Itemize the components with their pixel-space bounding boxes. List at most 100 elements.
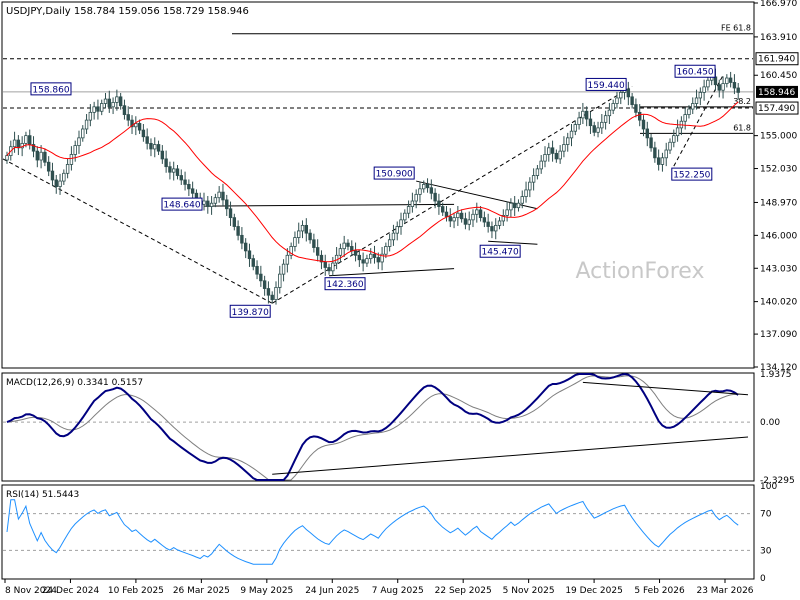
candle-body [528,181,532,191]
candle-body [62,172,66,182]
candle-body [92,106,96,113]
y-tick-label: 140.020 [760,298,797,308]
candle-body [376,257,380,263]
candle-body [475,209,479,215]
candle-body [213,197,218,204]
candle-body [187,183,191,190]
candle-body [107,98,111,108]
candle-body [31,144,36,152]
level-line-label: 61.8 [733,123,751,132]
candle-body [596,127,600,133]
candle-body [5,155,9,161]
candle-body [331,262,335,272]
macd-y-tick-label: 0.00 [760,418,780,428]
candle-body [725,77,729,84]
candle-body [206,200,210,207]
candle-body [494,224,498,232]
candle-body [380,253,384,263]
candle-body [558,150,562,160]
candle-body [452,217,456,222]
candle-body [149,142,153,150]
x-tick-label: 22 Sep 2025 [435,586,492,596]
price-panel-frame [1,1,755,369]
candle-body [225,199,229,210]
last-price-marker [756,85,798,98]
price-axis: 166.970 163.910 161.940 160.450 158.946 157.4… [3,0,799,373]
candle-body [668,141,672,151]
candle-body [584,110,589,120]
candle-body [130,119,134,128]
candle-body [270,294,274,301]
candle-body [175,168,180,176]
rsi-y-tick-label: 0 [760,574,766,584]
swing-label: 152.250 [673,171,710,181]
candle-body [251,258,255,267]
candle-body [16,139,21,149]
candle-body [691,103,695,110]
candle-body [592,125,596,133]
candle-body [384,246,388,255]
candle-body [278,273,282,288]
candle-body [262,280,267,289]
candle-body [471,213,475,221]
x-tick-label: 24 Dec 2024 [42,586,100,596]
candle-body [141,129,146,138]
trend-line-dashed [673,75,724,167]
rsi-y-tick-label: 30 [760,546,772,556]
swing-label: 158.860 [32,85,69,95]
candle-body [649,137,653,149]
swing-labels: 158.860 148.640 139.870 142.360 150.900 145.4… [30,64,716,318]
y-tick-label: 163.910 [760,33,797,43]
macd-y-tick-label: -2.3295 [760,476,795,486]
candle-body [418,188,422,195]
candle-body [497,220,502,226]
candle-body [520,196,524,204]
swing-label-box [373,166,415,180]
rsi-panel: RSI(14) 51.5443 100 70 30 0 [3,482,777,584]
candle-body [103,98,108,104]
x-tick-label: 5 Feb 2026 [634,586,685,596]
y-tick-label: 143.030 [760,264,797,274]
candle-body [391,232,396,241]
candle-body [456,212,460,219]
rsi-line [6,499,739,565]
candle-body [319,254,324,263]
candle-body [115,96,119,103]
candle-body [535,168,540,176]
candle-body [717,84,721,91]
x-tick-label: 19 Dec 2025 [565,586,623,596]
level-marker [755,101,799,115]
candle-body [440,206,445,213]
swing-label-box [161,197,203,211]
swing-label-box [479,244,521,258]
candle-body [501,215,506,222]
x-tick-label: 23 Mar 2026 [696,586,753,596]
swing-label: 150.900 [376,170,413,180]
candle-body [641,119,646,130]
watermark: ActionForex [576,259,705,284]
candle-body [566,137,570,145]
candle-body [433,192,437,202]
macd-y-tick-label: 1.9375 [760,370,792,380]
y-tick-label: 160.450 [760,71,797,81]
macd-line [6,372,739,481]
candle-body [387,239,392,247]
candle-body [732,82,737,89]
candle-body [357,254,362,261]
candle-body [134,123,138,128]
candle-body [569,130,574,139]
candle-body [581,110,585,119]
candle-body [607,109,612,117]
candle-body [118,96,123,107]
candle-body [459,212,464,220]
swing-label: 159.440 [588,81,625,91]
candle-body [630,96,634,106]
swing-label: 142.360 [326,280,363,290]
swing-label: 160.450 [676,68,713,78]
candle-body [728,77,733,83]
candle-body [467,219,471,225]
candle-body [65,164,70,174]
candle-body [463,218,468,225]
x-tick-label: 5 Nov 2025 [503,586,555,596]
